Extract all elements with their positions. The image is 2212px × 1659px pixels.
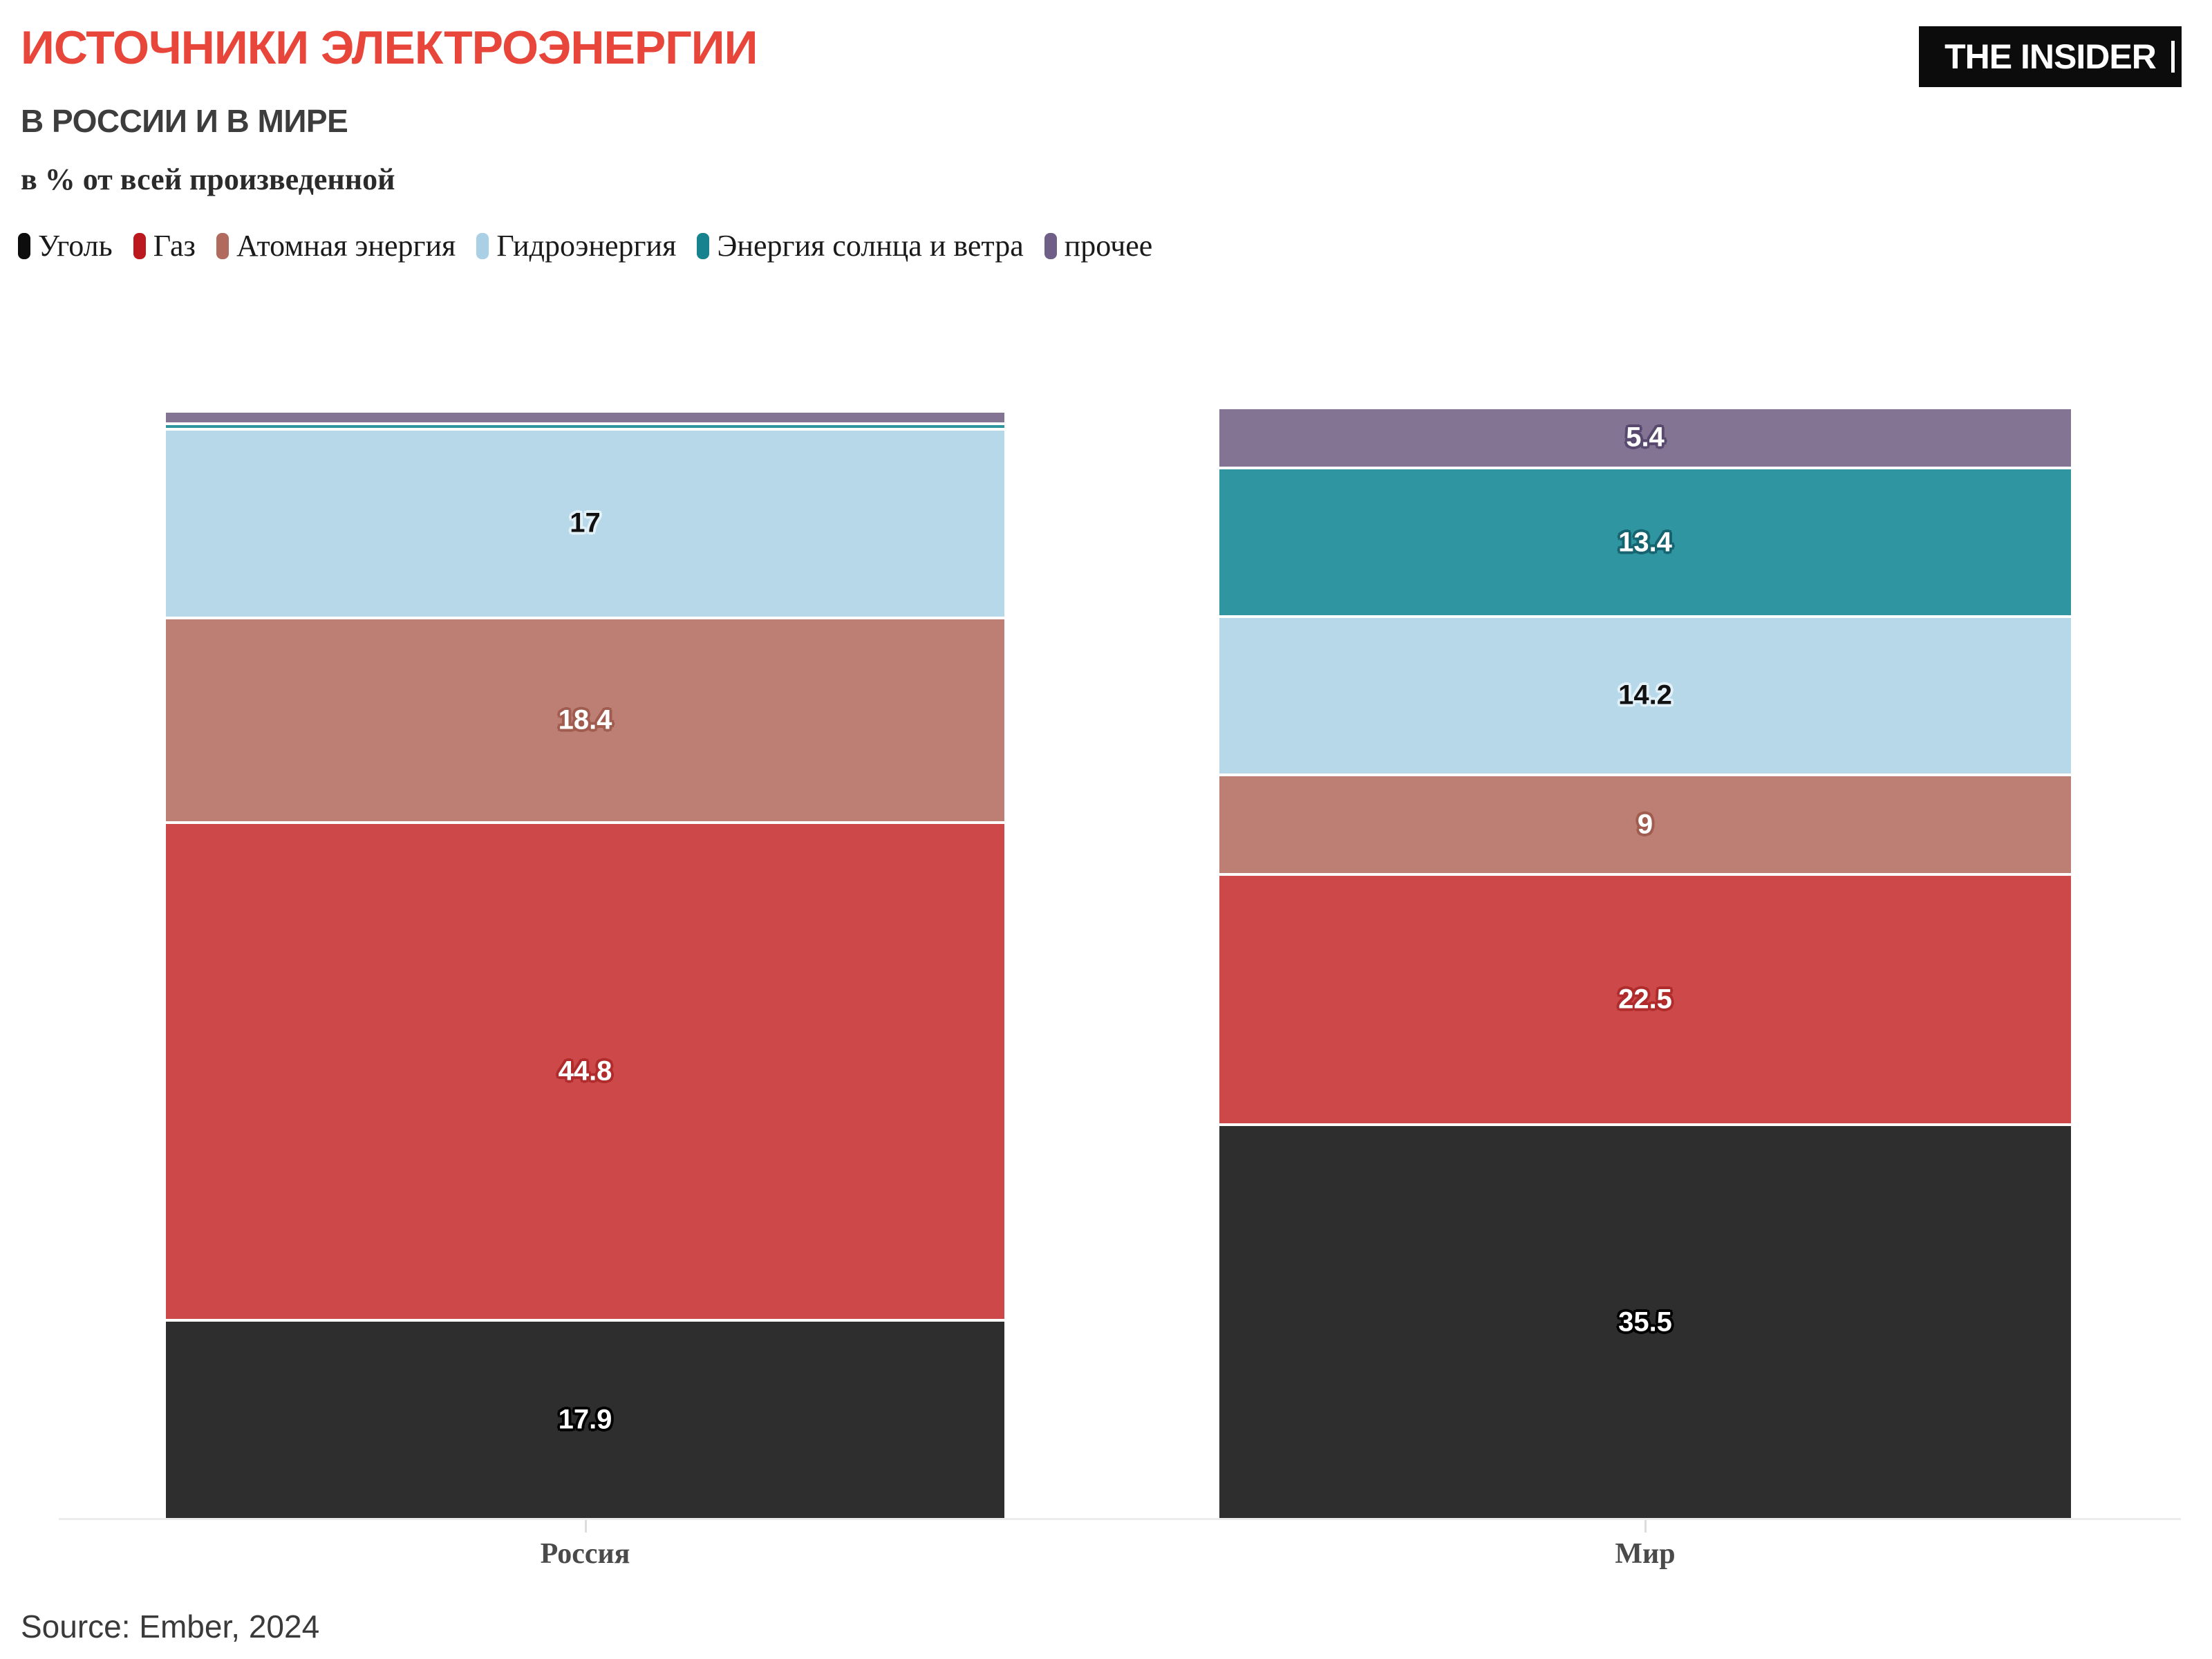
legend-swatch-icon — [1044, 232, 1057, 259]
bar-segment — [166, 412, 1004, 422]
bar-segment — [1219, 409, 2071, 467]
x-axis-tick — [584, 1520, 587, 1533]
bar-segment — [1219, 469, 2071, 616]
bar-segment — [1219, 618, 2071, 774]
legend-swatch-icon — [216, 232, 229, 259]
legend-swatch-icon — [476, 232, 489, 259]
bar-segment — [1219, 776, 2071, 874]
legend-label: прочее — [1064, 229, 1153, 263]
segment-value-label: 9 — [1637, 809, 1653, 840]
unit-note: в % от всей произведенной — [21, 162, 395, 196]
bar-segment — [166, 823, 1004, 1320]
bar-segment — [166, 1322, 1004, 1518]
segment-value-label: 18.4 — [558, 704, 612, 735]
legend-label: Уголь — [38, 229, 113, 263]
bar-Россия: 17.9 44.8 18.4 17 — [166, 0, 1004, 1519]
segment-value-label: 13.4 — [1618, 527, 1672, 558]
legend-label: Гидроэнергия — [496, 229, 677, 263]
bar-segment — [166, 424, 1004, 428]
segment-value-label: 22.5 — [1618, 984, 1672, 1015]
legend-item-2: Атомная энергия — [216, 228, 456, 263]
segment-value-label: 17.9 — [558, 1404, 612, 1435]
legend-item-3: Гидроэнергия — [476, 228, 676, 263]
legend-label: Газ — [153, 229, 196, 263]
page-subtitle: В РОССИИ И В МИРЕ — [21, 103, 348, 139]
x-axis-tick — [1644, 1520, 1647, 1533]
bar-segment — [166, 619, 1004, 821]
segment-value-label: 44.8 — [558, 1056, 612, 1087]
legend-swatch-icon — [133, 232, 146, 259]
logo-caret-bar — [2171, 41, 2175, 73]
category-label-Мир: Мир — [1615, 1538, 1676, 1570]
segment-value-label: 14.2 — [1618, 679, 1672, 711]
legend-label: Энергия солнца и ветра — [717, 229, 1024, 263]
source-note: Source: Ember, 2024 — [21, 1609, 320, 1644]
legend-item-4: Энергия солнца и ветра — [697, 228, 1024, 263]
legend-swatch-icon — [697, 232, 710, 259]
bar-Мир: 35.5 22.5 9 14.2 13.4 5.4 — [1219, 0, 2071, 1519]
legend-item-1: Газ — [133, 228, 196, 263]
category-label-Россия: Россия — [540, 1538, 630, 1570]
legend-item-5: прочее — [1044, 228, 1153, 263]
segment-value-label: 35.5 — [1618, 1306, 1672, 1338]
segment-value-label: 5.4 — [1626, 422, 1665, 453]
legend: Уголь Газ Атомная энергия Гидроэнергия Энерг… — [18, 228, 1152, 263]
legend-label: Атомная энергия — [236, 229, 456, 263]
legend-item-0: Уголь — [18, 228, 113, 263]
the-insider-logo: THE INSIDER — [1919, 26, 2182, 87]
bar-segment — [166, 430, 1004, 617]
legend-swatch-icon — [18, 232, 30, 259]
bar-segment — [1219, 1126, 2071, 1518]
x-axis-line — [59, 1518, 2181, 1520]
bar-segment — [1219, 876, 2071, 1124]
logo-text: THE INSIDER — [1944, 37, 2157, 76]
segment-value-label: 17 — [570, 507, 601, 538]
page-title: ИСТОЧНИКИ ЭЛЕКТРОЭНЕРГИИ — [21, 21, 758, 74]
